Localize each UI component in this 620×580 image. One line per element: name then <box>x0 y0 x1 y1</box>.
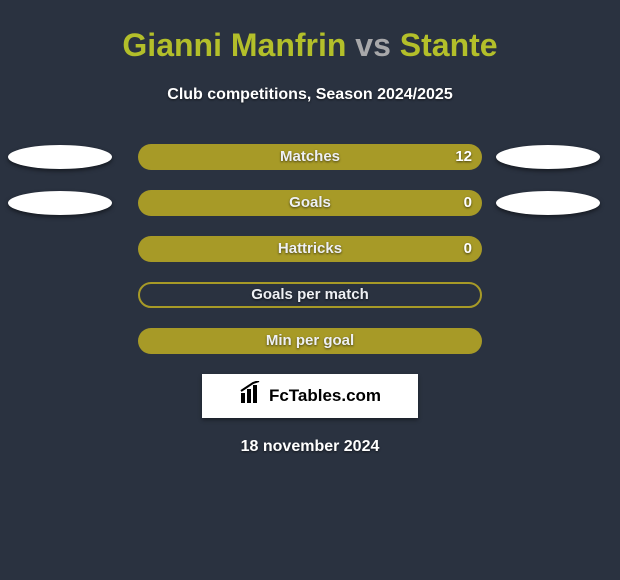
subtitle: Club competitions, Season 2024/2025 <box>0 86 620 104</box>
stat-row-goals: Goals 0 <box>0 190 620 216</box>
stat-label: Goals per match <box>140 284 480 306</box>
watermark-text: FcTables.com <box>269 386 381 406</box>
stat-row-min-per-goal: Min per goal <box>0 328 620 354</box>
chart-icon <box>239 381 269 410</box>
stat-rows: Matches 12 Goals 0 Hattricks 0 Goals per <box>0 144 620 354</box>
stat-label: Hattricks <box>138 236 482 262</box>
page-title: Gianni Manfrin vs Stante <box>0 21 620 64</box>
player1-name: Gianni Manfrin <box>122 27 346 63</box>
stat-bar: Goals per match <box>138 282 482 308</box>
player2-photo-placeholder <box>496 191 600 215</box>
stat-value: 12 <box>455 144 472 170</box>
stat-row-hattricks: Hattricks 0 <box>0 236 620 262</box>
stat-bar: Matches 12 <box>138 144 482 170</box>
player1-photo-placeholder <box>8 191 112 215</box>
stat-bar: Goals 0 <box>138 190 482 216</box>
player2-photo-placeholder <box>496 145 600 169</box>
stat-row-matches: Matches 12 <box>0 144 620 170</box>
stat-value: 0 <box>464 236 472 262</box>
vs-separator: vs <box>355 27 391 63</box>
date-text: 18 november 2024 <box>0 438 620 456</box>
watermark-box: FcTables.com <box>202 374 418 418</box>
stat-row-goals-per-match: Goals per match <box>0 282 620 308</box>
comparison-card: Gianni Manfrin vs Stante Club competitio… <box>0 21 620 580</box>
player2-name: Stante <box>400 27 498 63</box>
player1-photo-placeholder <box>8 145 112 169</box>
stat-bar: Min per goal <box>138 328 482 354</box>
stat-label: Min per goal <box>138 328 482 354</box>
stat-label: Matches <box>138 144 482 170</box>
stat-bar: Hattricks 0 <box>138 236 482 262</box>
stat-label: Goals <box>138 190 482 216</box>
stat-value: 0 <box>464 190 472 216</box>
